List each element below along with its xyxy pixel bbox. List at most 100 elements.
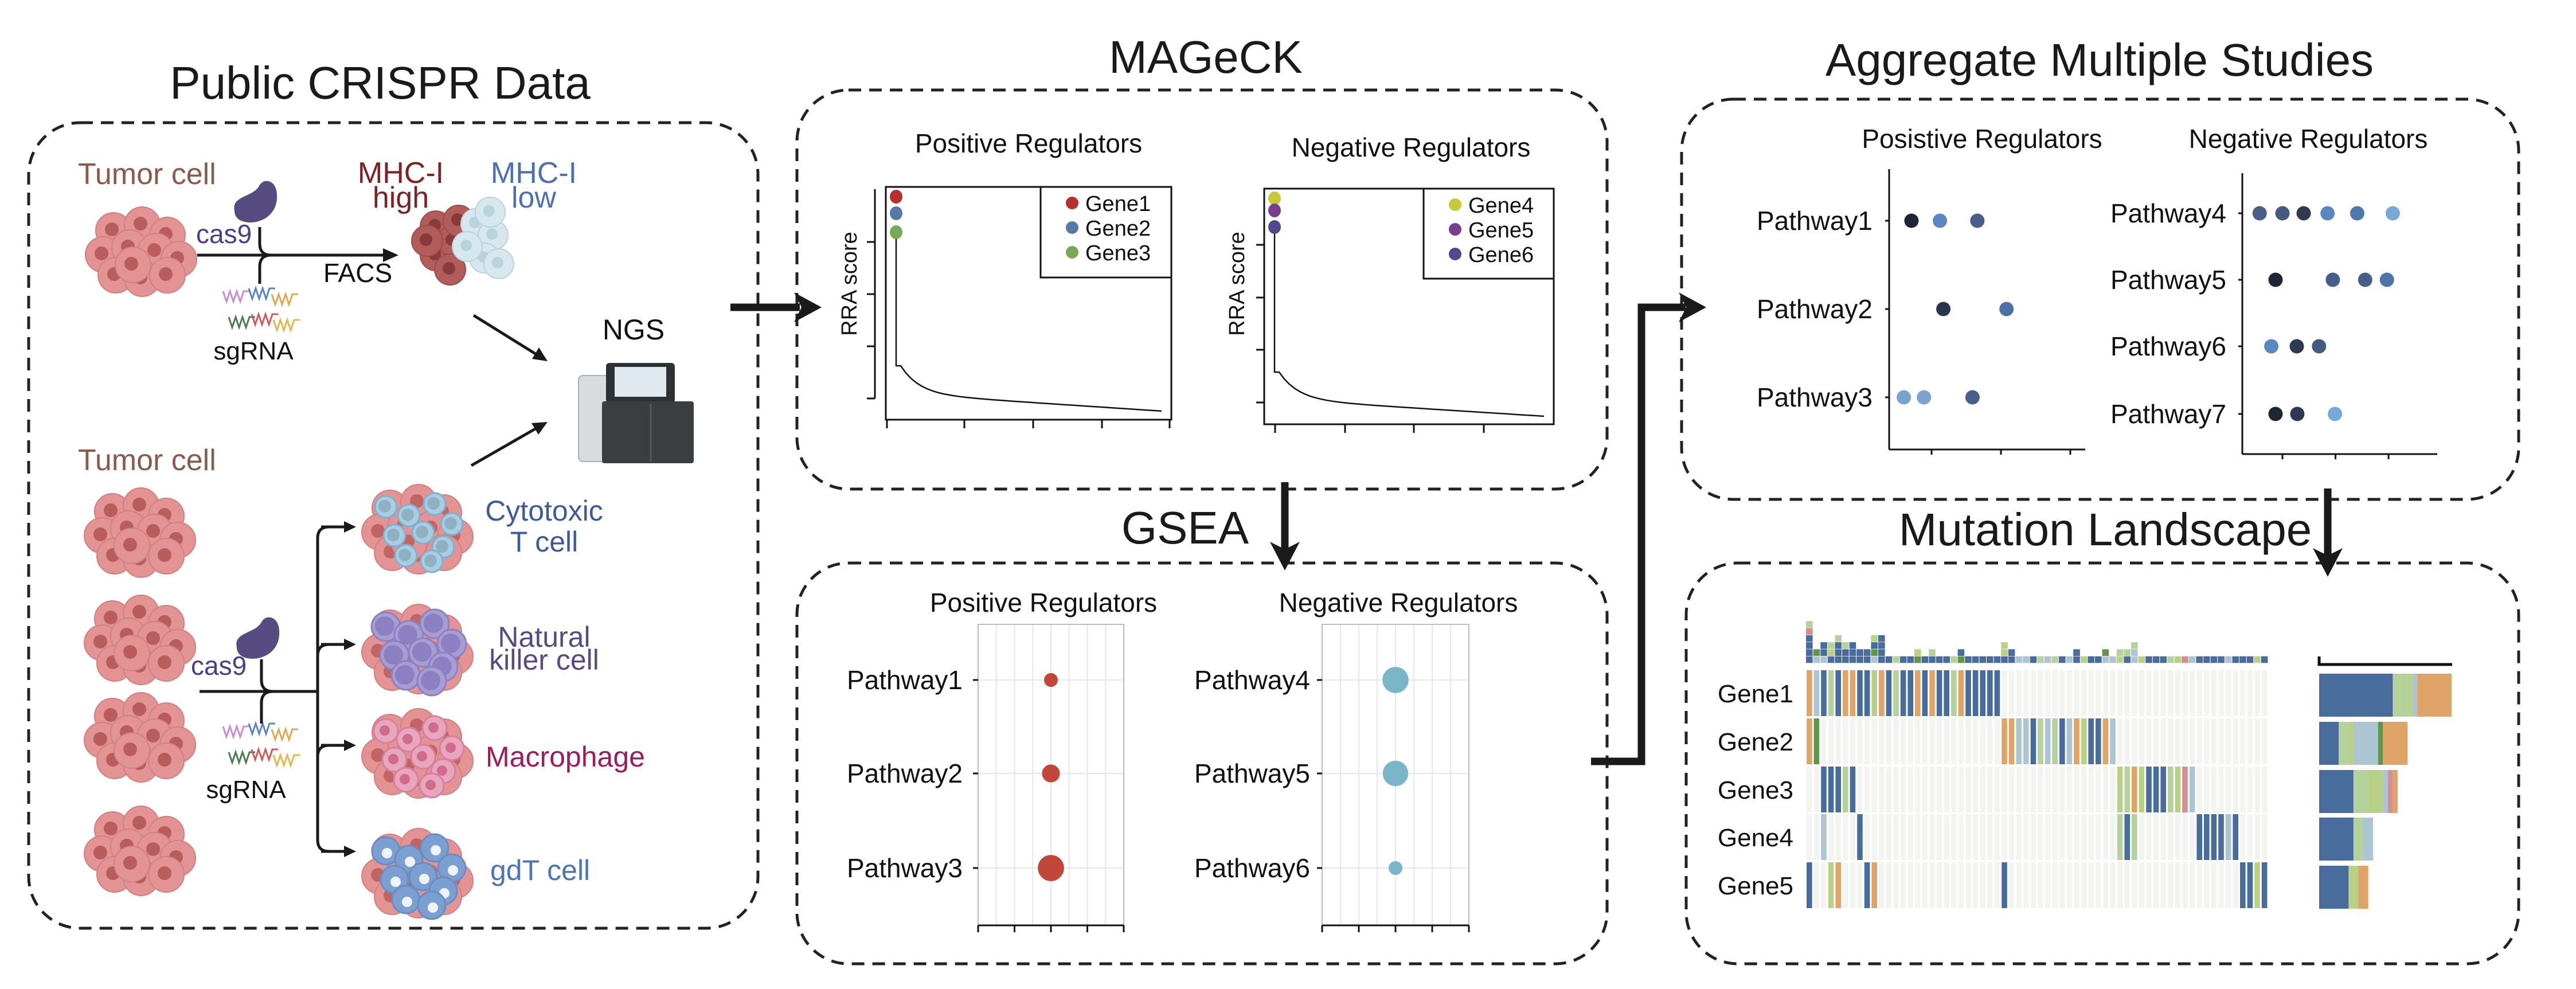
cell-nucleus [146, 631, 160, 645]
cell-nucleus [384, 645, 403, 664]
ngs-label: NGS [603, 314, 664, 346]
sample-burden-segment [2131, 649, 2138, 656]
frequency-bar-segment [2319, 770, 2354, 813]
gene-label: Gene4 [1718, 824, 1793, 852]
legend-label: Gene4 [1468, 194, 1534, 218]
sample-burden-segment [1827, 656, 1835, 663]
study-dot [1936, 302, 1951, 316]
mutation-cell [1864, 670, 1870, 716]
empty-cell [1958, 814, 1964, 860]
sample-burden-segment [1878, 635, 1885, 642]
cell-nucleus [387, 529, 400, 541]
sample-burden-segment [2080, 656, 2088, 663]
gene-point-gene3 [890, 225, 902, 239]
empty-cell [1907, 718, 1913, 764]
empty-cell [2030, 814, 2036, 860]
empty-cell [1936, 718, 1942, 764]
cell-nucleus [425, 780, 436, 790]
sgrna-strand [251, 746, 278, 763]
cell-nucleus [436, 540, 448, 553]
cell-nucleus [445, 742, 456, 753]
empty-cell [2052, 767, 2058, 812]
cas9-protein-icon [234, 181, 277, 222]
cell-nucleus [380, 725, 390, 736]
empty-cell [2218, 767, 2224, 812]
empty-cell [2182, 814, 2188, 860]
gene-point-gene1 [890, 190, 902, 204]
sample-burden-segment [1871, 656, 1878, 663]
sample-burden-segment [1936, 656, 1943, 663]
pathway-label: Pathway6 [2110, 331, 2226, 361]
empty-cell [2008, 767, 2015, 812]
mutation-cell [2132, 767, 2137, 812]
mutation-cell [2117, 814, 2123, 860]
cell-nucleus [486, 228, 498, 240]
sample-burden-segment [2138, 656, 2145, 663]
gene-label: Gene5 [1718, 872, 1793, 900]
sample-burden-segment [2066, 656, 2073, 663]
empty-cell [1900, 718, 1906, 764]
cell-nucleus [402, 897, 412, 907]
study-dot [2350, 206, 2364, 221]
study-dot [2296, 206, 2311, 221]
empty-cell [2146, 862, 2152, 908]
legend-box [1422, 187, 1555, 280]
empty-cell [2153, 670, 2159, 716]
cell-nucleus [375, 616, 394, 636]
empty-cell [2074, 767, 2079, 812]
mutation-cell [1807, 862, 1812, 908]
empty-cell [1929, 767, 1935, 812]
mutation-cell [1821, 670, 1827, 716]
enrichment-dot [1044, 673, 1058, 687]
to-ngs-arrow-1 [472, 314, 543, 359]
empty-cell [2023, 862, 2029, 908]
mutation-cell [1871, 862, 1877, 908]
sgrna-label-2: sgRNA [206, 776, 286, 804]
mutation-cell [1951, 670, 1957, 716]
cell-nucleus [105, 222, 119, 236]
mutation-cell [2124, 814, 2130, 860]
empty-cell [1886, 862, 1892, 908]
arrowhead-icon [344, 639, 356, 650]
study-dot [2312, 339, 2327, 354]
sample-burden-segment [1871, 635, 1878, 642]
sgrna-strand [272, 317, 300, 333]
empty-cell [2059, 862, 2065, 908]
empty-cell [2110, 862, 2116, 908]
empty-cell [1994, 862, 2000, 908]
empty-cell [2254, 767, 2260, 812]
cell-nucleus [93, 635, 107, 648]
frequency-bar-segment [2383, 722, 2408, 765]
cell-nucleus [401, 509, 414, 521]
empty-cell [2218, 670, 2224, 716]
cell-nucleus [132, 702, 146, 716]
study-dot [2252, 206, 2267, 221]
empty-cell [2081, 767, 2087, 812]
sample-burden-segment [2008, 656, 2015, 663]
empty-cell [2153, 862, 2159, 908]
empty-cell [2160, 718, 2166, 764]
mhc-high-label-line2: high [373, 181, 429, 214]
mageck-panel-box [795, 88, 1609, 491]
cell-nucleus [412, 642, 432, 662]
cell-nucleus [104, 503, 118, 517]
arrowhead-icon [2313, 548, 2343, 577]
cas9-label-2: cas9 [191, 651, 247, 681]
pathway-label: Pathway3 [847, 853, 963, 883]
cell-nucleus [93, 732, 107, 746]
empty-cell [1886, 718, 1892, 764]
empty-cell [1972, 862, 1979, 908]
empty-cell [2261, 718, 2268, 764]
mutation-cell [1958, 670, 1964, 716]
cell-nucleus [483, 205, 495, 217]
pathway-label: Pathway4 [1194, 665, 1310, 695]
empty-cell [2160, 814, 2166, 860]
study-dot [2268, 406, 2283, 421]
empty-cell [2016, 862, 2022, 908]
cell-nucleus [158, 753, 171, 767]
mutation-cell [1944, 670, 1949, 716]
empty-cell [2182, 670, 2188, 716]
empty-cell [1857, 718, 1863, 764]
empty-cell [1813, 767, 1820, 812]
study-dot [1970, 213, 1985, 228]
